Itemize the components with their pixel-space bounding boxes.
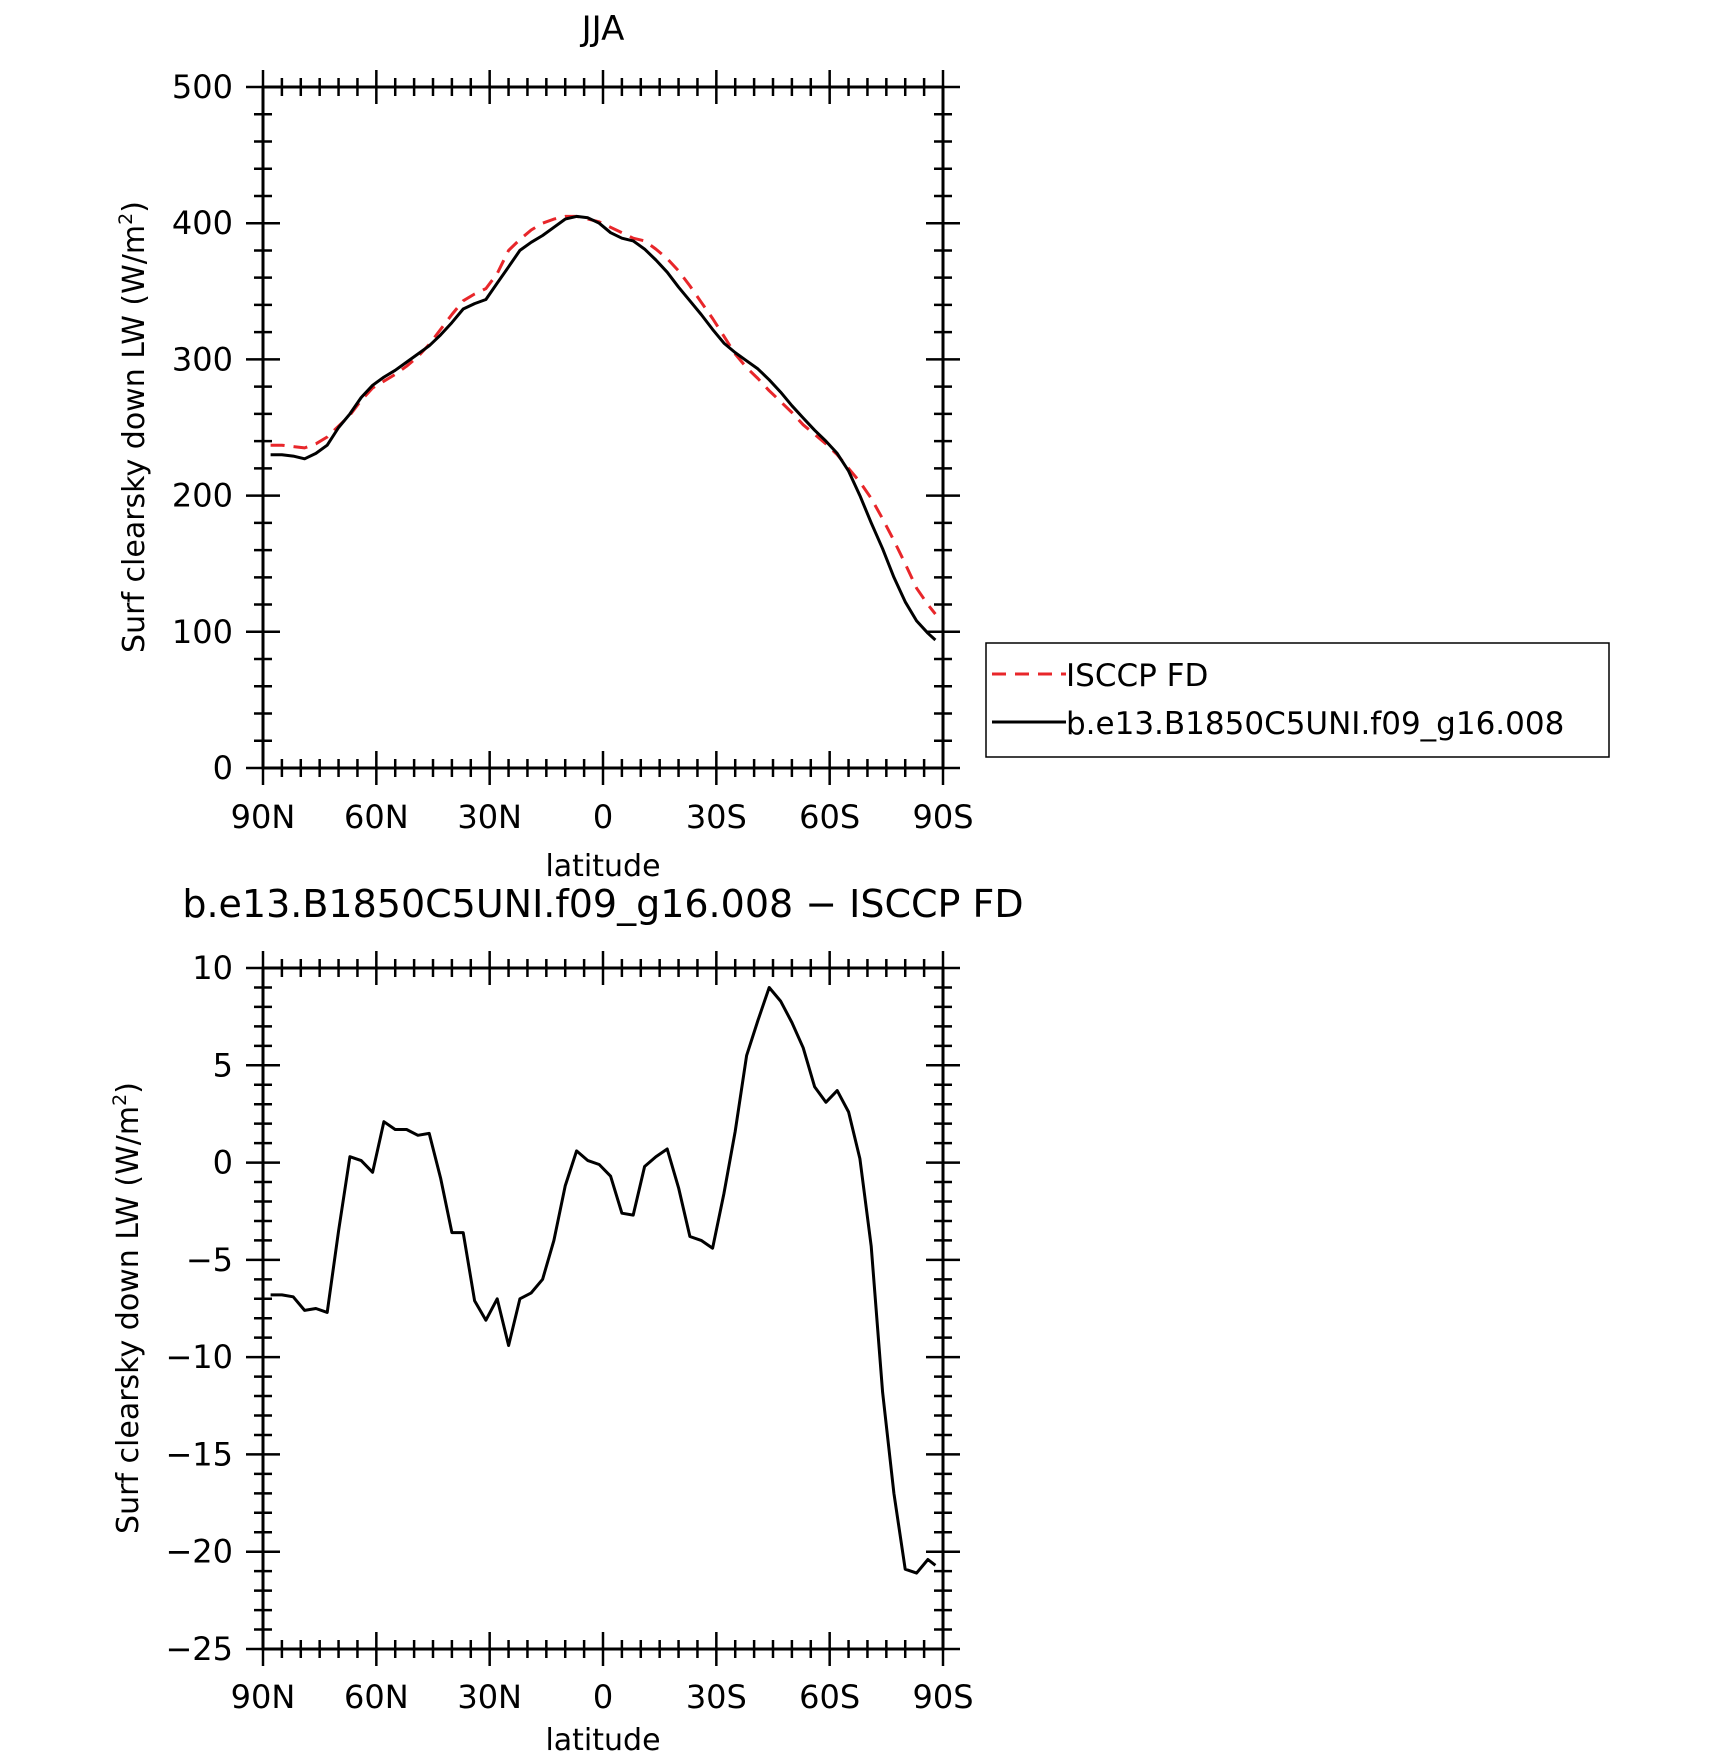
bottom-y-tick-label: 10 [192, 949, 233, 987]
top-x-tick-label: 60S [799, 798, 860, 836]
bottom-series-line-difference [270, 986, 937, 1575]
bottom-x-tick-label: 60S [799, 1678, 860, 1716]
top-y-tick-label: 400 [172, 204, 233, 242]
bottom-x-tick-labels: 90N 60N 30N 0 30S 60S 90S [231, 1678, 974, 1716]
top-x-tick-label: 60N [344, 798, 409, 836]
top-plot-frame [261, 85, 945, 770]
bottom-y-tick-label: −25 [165, 1630, 233, 1668]
bottom-y-axis-label-close: ) [111, 1082, 146, 1094]
bottom-x-tick-label: 30S [686, 1678, 747, 1716]
top-x-tick-labels: 90N 60N 30N 0 30S 60S 90S [231, 798, 974, 836]
bottom-y-tick-label: −10 [165, 1338, 233, 1376]
top-y-axis-label: Surf clearsky down LW (W/m2) [115, 201, 152, 653]
bottom-x-tick-label: 60N [344, 1678, 409, 1716]
top-y-axis-label-close: ) [117, 201, 152, 213]
bottom-series [270, 986, 937, 1575]
legend-box [985, 642, 1610, 758]
top-x-tick-label: 0 [593, 798, 613, 836]
top-series-line-model [270, 214, 937, 642]
top-y-tick-label: 0 [213, 749, 233, 787]
bottom-y-axis-label: Surf clearsky down LW (W/m2) [109, 1082, 146, 1534]
top-y-tick-label: 100 [172, 613, 233, 651]
top-x-axis-label: latitude [545, 849, 660, 884]
top-y-tick-labels: 0 100 200 300 400 500 [172, 68, 233, 787]
legend-label-obs: ISCCP FD [1066, 658, 1208, 694]
bottom-y-tick-label: 0 [213, 1144, 233, 1182]
top-x-tick-label: 90N [231, 798, 296, 836]
bottom-y-axis-label-sup: 2 [109, 1094, 131, 1106]
bottom-y-tick-label: 5 [213, 1046, 233, 1084]
legend: ISCCP FD b.e13.B1850C5UNI.f09_g16.008 [985, 642, 1610, 758]
top-x-tick-label: 90S [912, 798, 973, 836]
legend-label-model: b.e13.B1850C5UNI.f09_g16.008 [1066, 706, 1564, 742]
bottom-panel: b.e13.B1850C5UNI.f09_g16.008 − ISCCP FD … [109, 882, 1024, 1756]
top-ticks [246, 70, 960, 785]
bottom-y-axis-label-main: Surf clearsky down LW (W/m [111, 1106, 146, 1534]
bottom-ticks [246, 951, 960, 1666]
bottom-x-tick-label: 0 [593, 1678, 613, 1716]
top-y-axis-label-sup: 2 [115, 213, 137, 225]
bottom-y-tick-label: −5 [186, 1241, 233, 1279]
top-y-tick-label: 300 [172, 340, 233, 378]
top-y-axis-label-main: Surf clearsky down LW (W/m [117, 225, 152, 653]
top-series [270, 214, 937, 642]
bottom-y-tick-labels: −25 −20 −15 −10 −5 0 5 10 [165, 949, 233, 1668]
top-y-tick-label: 200 [172, 477, 233, 515]
bottom-x-tick-label: 90N [231, 1678, 296, 1716]
bottom-x-tick-label: 90S [912, 1678, 973, 1716]
top-series-line-obs [270, 214, 937, 616]
bottom-chart-title: b.e13.B1850C5UNI.f09_g16.008 − ISCCP FD [182, 882, 1023, 926]
top-panel: JJA 90N 60N 30N 0 30S 60S 90S 0 100 200 300 400 500… [115, 9, 974, 884]
top-x-tick-label: 30N [457, 798, 522, 836]
bottom-plot-frame [261, 966, 945, 1651]
bottom-x-tick-label: 30N [457, 1678, 522, 1716]
bottom-y-tick-label: −15 [165, 1435, 233, 1473]
top-y-tick-label: 500 [172, 68, 233, 106]
bottom-x-axis-label: latitude [545, 1723, 660, 1756]
top-chart-title: JJA [580, 9, 625, 49]
top-x-tick-label: 30S [686, 798, 747, 836]
bottom-y-tick-label: −20 [165, 1533, 233, 1571]
